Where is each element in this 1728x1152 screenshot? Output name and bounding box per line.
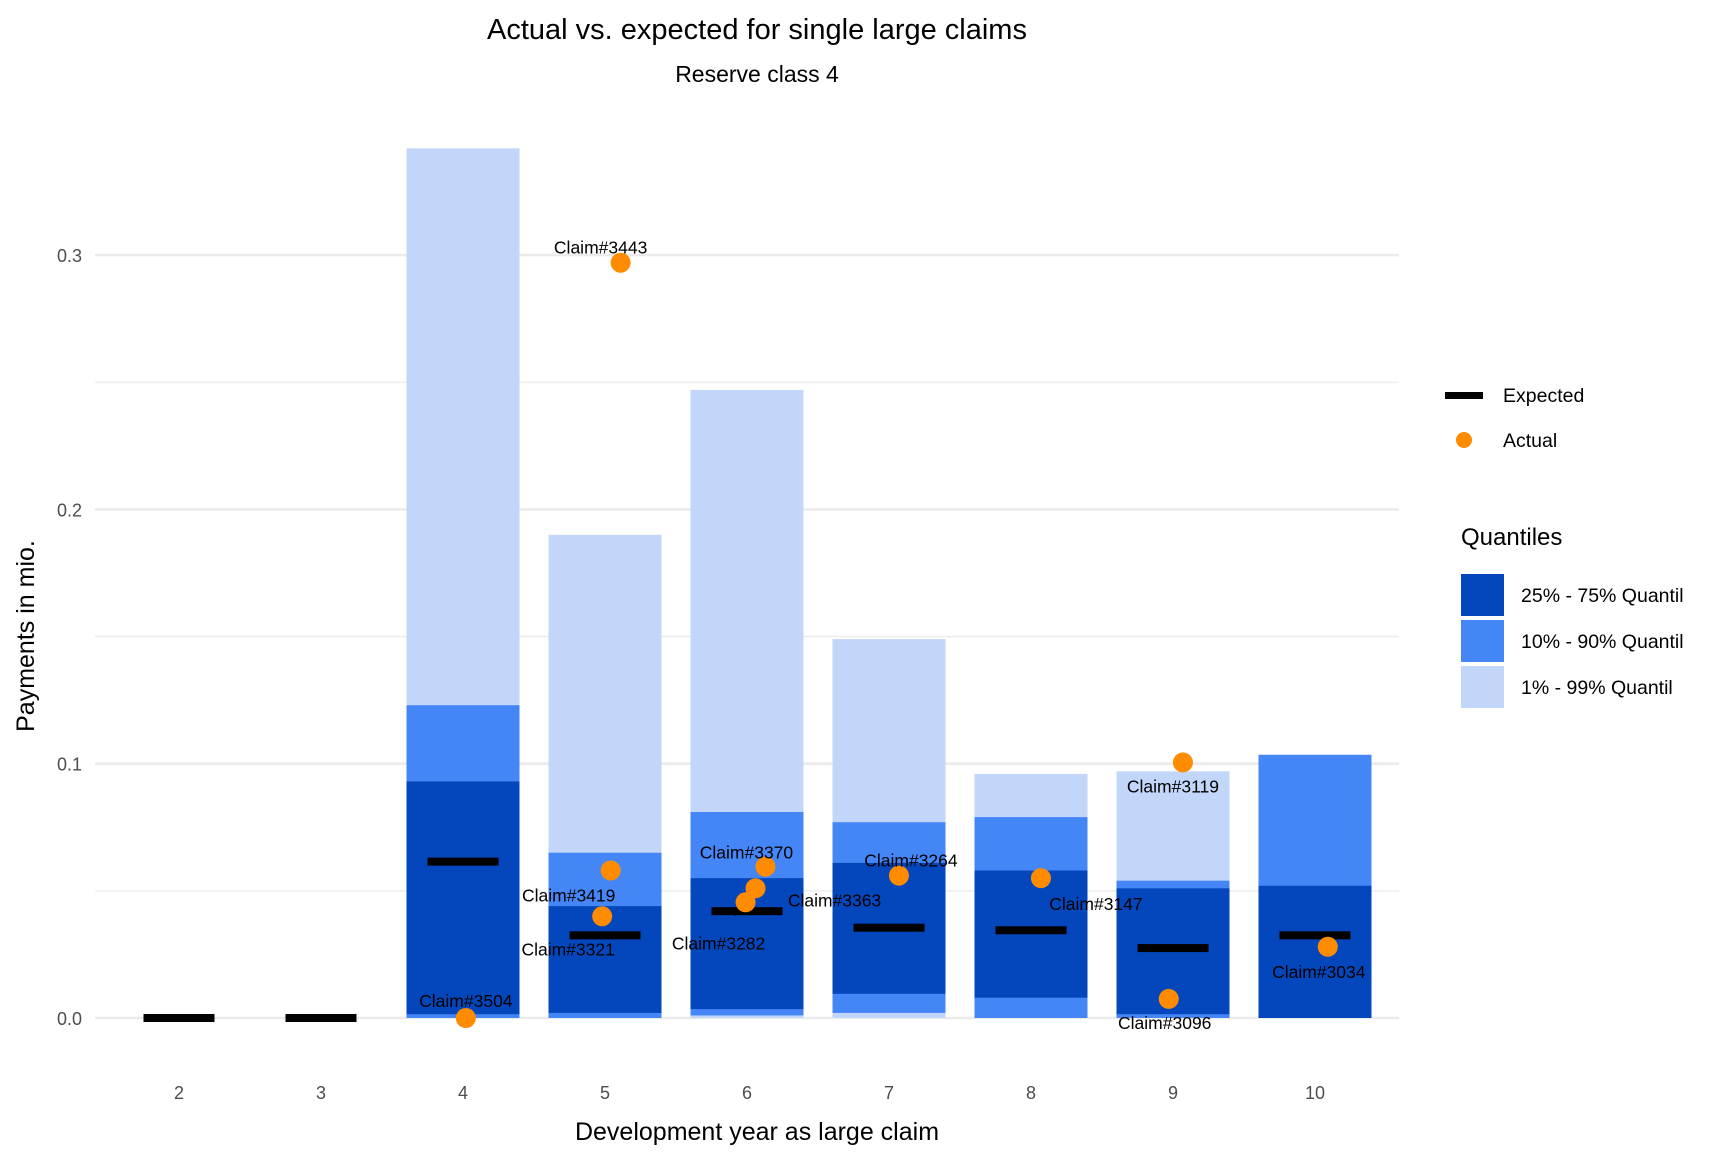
expected-mark-year-2 — [143, 1014, 215, 1022]
actual-point-claim-3504 — [455, 1008, 476, 1028]
actual-point-claim-3321 — [592, 906, 613, 927]
actual-point-claim-3096 — [1158, 988, 1179, 1009]
expected-mark-year-4 — [427, 857, 499, 866]
expected-mark-year-5 — [569, 931, 641, 940]
legend-quantile-10-90-label: 10% - 90% Quantil — [1521, 631, 1684, 653]
y-tick-label: 0.0 — [57, 1009, 82, 1029]
legend-quantile-10-90-swatch — [1461, 620, 1504, 662]
actual-point-claim-3419 — [600, 860, 621, 881]
x-tick-label: 10 — [1305, 1083, 1325, 1103]
claim-label: Claim#3147 — [1049, 894, 1142, 914]
claim-labels: Claim#3504 Claim#3443 Claim#3419 Claim#3321… — [419, 238, 1366, 1033]
quantile-bar-25-75-year-4 — [406, 781, 520, 1015]
claim-label: Claim#3419 — [522, 886, 615, 906]
legend-quantiles-title: Quantiles — [1461, 524, 1562, 551]
x-axis-ticks: 2 3 4 5 6 7 8 9 10 — [174, 1083, 1325, 1103]
x-tick-label: 4 — [458, 1083, 468, 1103]
claim-label: Claim#3034 — [1272, 962, 1366, 982]
claim-label: Claim#3363 — [788, 890, 881, 910]
actual-point-claim-3363 — [745, 878, 766, 899]
claim-label: Claim#3370 — [700, 843, 794, 863]
x-axis-title: Development year as large claim — [575, 1118, 939, 1146]
chart-subtitle: Reserve class 4 — [675, 61, 839, 87]
x-tick-label: 6 — [742, 1083, 752, 1103]
claim-label: Claim#3321 — [521, 939, 614, 959]
actual-point-claim-3119 — [1172, 752, 1193, 773]
legend: Expected Actual Quantiles 25% - 75% Quan… — [1445, 385, 1684, 708]
y-axis-title: Payments in mio. — [12, 540, 40, 732]
claim-label: Claim#3504 — [419, 991, 513, 1011]
claim-label: Claim#3119 — [1127, 776, 1219, 796]
legend-actual-key — [1456, 432, 1472, 448]
y-axis-ticks: 0.0 0.1 0.2 0.3 — [57, 246, 82, 1029]
x-tick-label: 5 — [600, 1083, 610, 1103]
x-tick-label: 8 — [1026, 1083, 1036, 1103]
y-tick-label: 0.1 — [57, 755, 82, 775]
y-tick-label: 0.2 — [57, 500, 82, 520]
expected-mark-year-9 — [1137, 944, 1209, 953]
actual-point-claim-3370 — [755, 856, 776, 877]
claim-label: Claim#3096 — [1118, 1013, 1211, 1033]
claim-label: Claim#3282 — [672, 933, 765, 953]
x-tick-label: 7 — [884, 1083, 894, 1103]
legend-actual-label: Actual — [1503, 430, 1557, 452]
expected-mark-year-10 — [1279, 931, 1351, 940]
actual-point-claim-3443 — [610, 252, 631, 273]
legend-expected-label: Expected — [1503, 385, 1584, 407]
actual-point-claim-3264 — [888, 865, 909, 886]
quantile-bar-25-75-year-10 — [1258, 885, 1372, 1018]
expected-mark-year-7 — [853, 923, 925, 932]
claim-label: Claim#3443 — [554, 238, 647, 258]
chart-title: Actual vs. expected for single large cla… — [487, 14, 1027, 46]
quantile-bars — [406, 148, 1372, 1018]
legend-quantile-25-75-swatch — [1461, 574, 1504, 616]
claim-label: Claim#3264 — [864, 851, 958, 871]
legend-expected-key — [1445, 392, 1483, 399]
actual-point-claim-3147 — [1030, 868, 1051, 889]
x-tick-label: 9 — [1168, 1083, 1178, 1103]
legend-quantile-1-99-label: 1% - 99% Quantil — [1521, 677, 1673, 699]
y-tick-label: 0.3 — [57, 246, 82, 266]
legend-quantile-1-99-swatch — [1461, 666, 1504, 708]
actual-point-claim-3282 — [735, 892, 756, 913]
x-tick-label: 3 — [316, 1083, 326, 1103]
expected-mark-year-8 — [995, 926, 1067, 935]
legend-quantile-25-75-label: 25% - 75% Quantil — [1521, 585, 1684, 607]
expected-mark-year-3 — [285, 1014, 357, 1022]
actual-point-claim-3034 — [1317, 936, 1338, 957]
actual-points — [455, 252, 1338, 1028]
x-tick-label: 2 — [174, 1083, 184, 1103]
